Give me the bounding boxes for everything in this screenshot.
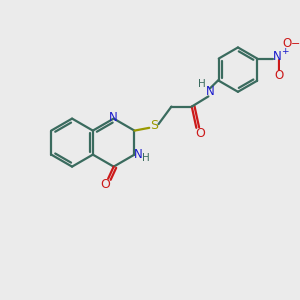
Text: O: O [282,37,291,50]
Text: +: + [281,46,289,56]
Text: S: S [150,118,158,132]
Text: N: N [134,148,142,161]
Text: N: N [109,111,118,124]
Text: −: − [291,39,300,49]
Text: N: N [273,50,282,63]
Text: H: H [142,153,149,163]
Text: N: N [206,85,214,98]
Text: O: O [100,178,110,191]
Text: O: O [275,69,284,82]
Text: O: O [195,127,205,140]
Text: H: H [198,80,206,89]
